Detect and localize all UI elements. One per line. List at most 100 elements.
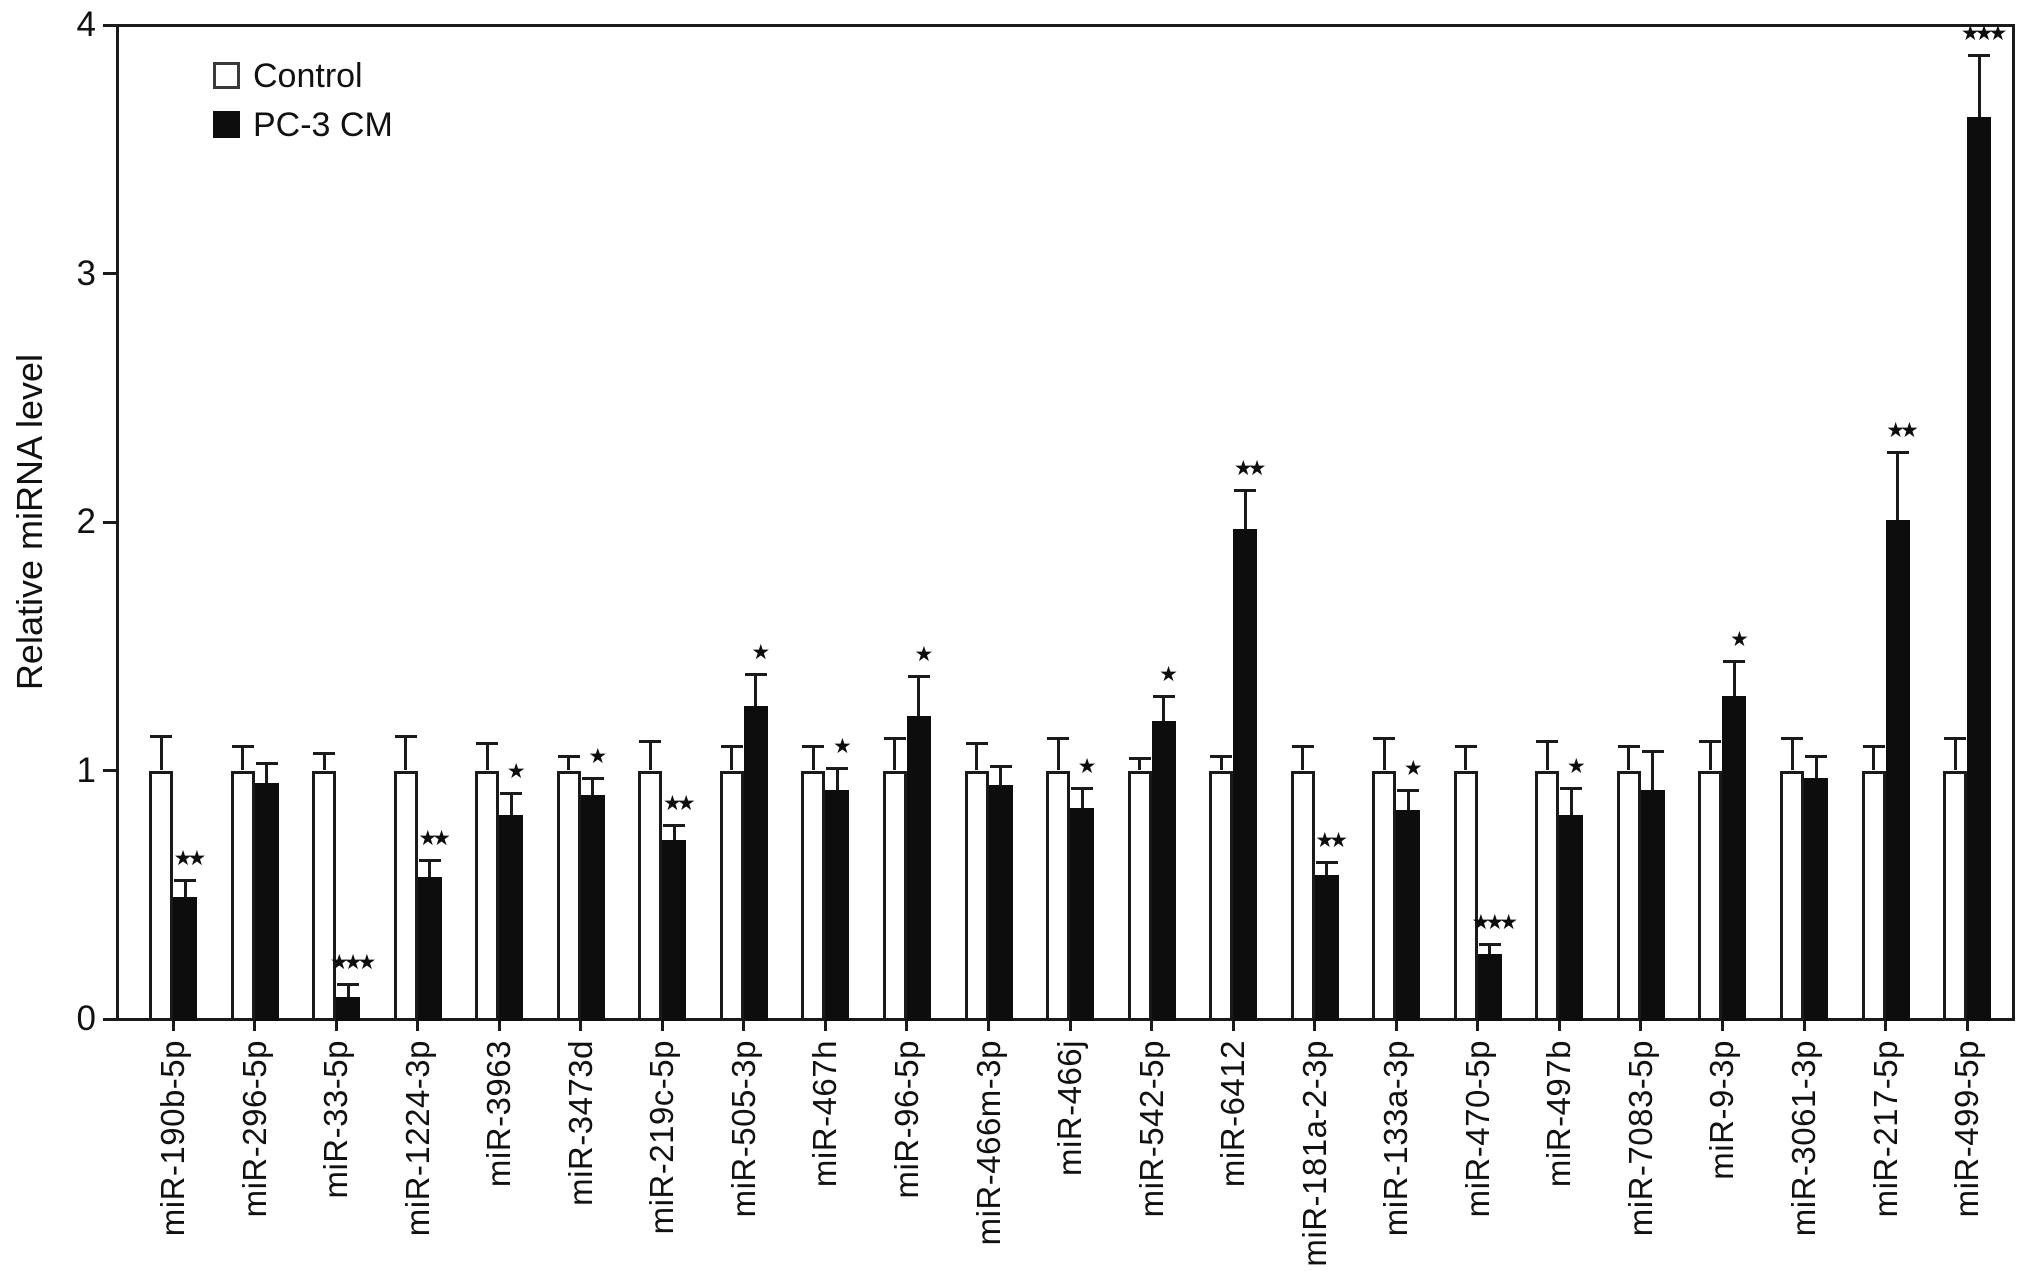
y-tick	[103, 23, 116, 27]
pc3-bar	[1804, 777, 1828, 1021]
control-bar	[882, 770, 907, 1021]
control-bar	[1535, 770, 1560, 1021]
pc3-bar	[1396, 810, 1421, 1021]
x-tick-label: miR-505-3p	[724, 1040, 762, 1218]
significance-stars: ★★	[1315, 829, 1348, 853]
x-tick	[1394, 1021, 1398, 1031]
x-tick-label: miR-96-5p	[887, 1040, 925, 1199]
error-bar-stem	[1162, 695, 1166, 721]
x-tick	[905, 1021, 909, 1031]
pc3-bar	[1070, 807, 1095, 1021]
error-bar-stem	[835, 768, 839, 791]
error-bar-stem	[1977, 54, 1981, 117]
error-bar-stem	[999, 765, 1002, 786]
y-tick-label: 1	[76, 750, 96, 790]
error-bar-cap	[1699, 739, 1722, 743]
pc3-bar	[580, 795, 605, 1021]
error-bar-cap	[1210, 754, 1233, 758]
pc3-bar	[173, 897, 197, 1021]
pc3-bar	[499, 815, 524, 1021]
y-tick	[103, 520, 116, 524]
control-bar	[1943, 770, 1968, 1021]
control-bar	[556, 770, 581, 1021]
x-tick-label: miR-467h	[806, 1040, 844, 1188]
significance-stars: ★★	[1233, 456, 1267, 480]
error-bar-stem	[265, 763, 269, 783]
error-bar-stem	[1464, 745, 1468, 771]
control-bar	[1046, 770, 1071, 1021]
x-tick-label: miR-3963	[480, 1040, 518, 1188]
significance-stars: ★	[1159, 662, 1178, 686]
control-bar	[638, 770, 663, 1021]
error-bar-stem	[1708, 740, 1712, 771]
x-tick-label: miR-497b	[1540, 1040, 1578, 1188]
x-tick	[1231, 1021, 1235, 1031]
x-tick	[1150, 1021, 1154, 1031]
error-bar-cap	[1152, 694, 1175, 698]
error-bar-cap	[720, 744, 743, 748]
control-bar	[230, 770, 255, 1021]
significance-stars: ★	[1730, 628, 1749, 652]
error-bar-cap	[150, 734, 172, 738]
control-bar	[1127, 770, 1152, 1021]
error-bar-stem	[1569, 787, 1573, 816]
error-bar-stem	[1953, 738, 1957, 771]
error-bar-stem	[567, 755, 571, 771]
error-bar-stem	[509, 792, 513, 816]
error-bar-cap	[1944, 737, 1967, 741]
x-tick-label: miR-9-3p	[1703, 1040, 1741, 1180]
pc3-bar	[662, 840, 687, 1021]
error-bar-stem	[754, 673, 758, 706]
error-bar-stem	[1790, 738, 1794, 771]
x-tick-label: miR-466m-3p	[969, 1040, 1007, 1246]
y-tick	[103, 769, 116, 772]
control-bar	[1780, 770, 1804, 1021]
x-tick-label: miR-470-5p	[1458, 1040, 1496, 1218]
x-tick	[171, 1021, 175, 1031]
error-bar-cap	[989, 764, 1012, 768]
pc3-bar	[336, 996, 361, 1021]
error-bar-cap	[337, 983, 360, 987]
error-bar-stem	[917, 676, 921, 716]
significance-stars: ★	[914, 643, 934, 667]
significance-stars: ★	[588, 744, 607, 768]
x-tick-label: miR-3061-3p	[1785, 1040, 1822, 1237]
error-bar-stem	[1325, 862, 1329, 875]
y-tick	[103, 272, 116, 275]
error-bar-cap	[1234, 488, 1257, 492]
error-bar-cap	[1454, 744, 1477, 748]
error-bar-cap	[907, 675, 930, 679]
x-tick-label: miR-499-5p	[1948, 1040, 1986, 1218]
control-bar	[312, 770, 337, 1021]
significance-stars: ★★★	[329, 951, 376, 975]
error-bar-stem	[428, 859, 432, 878]
error-bar-cap	[1723, 660, 1746, 664]
error-bar-stem	[1219, 755, 1223, 771]
x-tick	[579, 1021, 583, 1031]
error-bar-cap	[500, 791, 523, 795]
error-bar-stem	[485, 743, 489, 771]
error-bar-stem	[346, 984, 350, 997]
control-bar	[719, 770, 744, 1021]
x-tick	[987, 1021, 990, 1031]
x-tick-label: miR-133a-3p	[1377, 1040, 1415, 1237]
significance-stars: ★	[832, 735, 852, 758]
significance-stars: ★★	[173, 846, 207, 870]
error-bar-stem	[1896, 452, 1900, 520]
x-tick	[1068, 1021, 1072, 1031]
error-bar-cap	[1071, 786, 1094, 790]
significance-stars: ★★★	[1471, 911, 1518, 935]
y-tick	[103, 1017, 116, 1021]
pc3-bar	[1967, 116, 1992, 1021]
error-bar-cap	[1291, 744, 1314, 748]
x-tick-label: miR-1224-3p	[398, 1040, 436, 1237]
error-bar-stem	[1406, 790, 1410, 811]
y-tick-label: 4	[76, 5, 96, 44]
error-bar-stem	[1382, 738, 1386, 771]
error-bar-stem	[648, 740, 652, 771]
legend-label-control: Control	[253, 56, 363, 95]
y-tick-label: 0	[76, 999, 96, 1038]
x-tick	[1639, 1021, 1643, 1031]
control-bar	[964, 770, 989, 1021]
